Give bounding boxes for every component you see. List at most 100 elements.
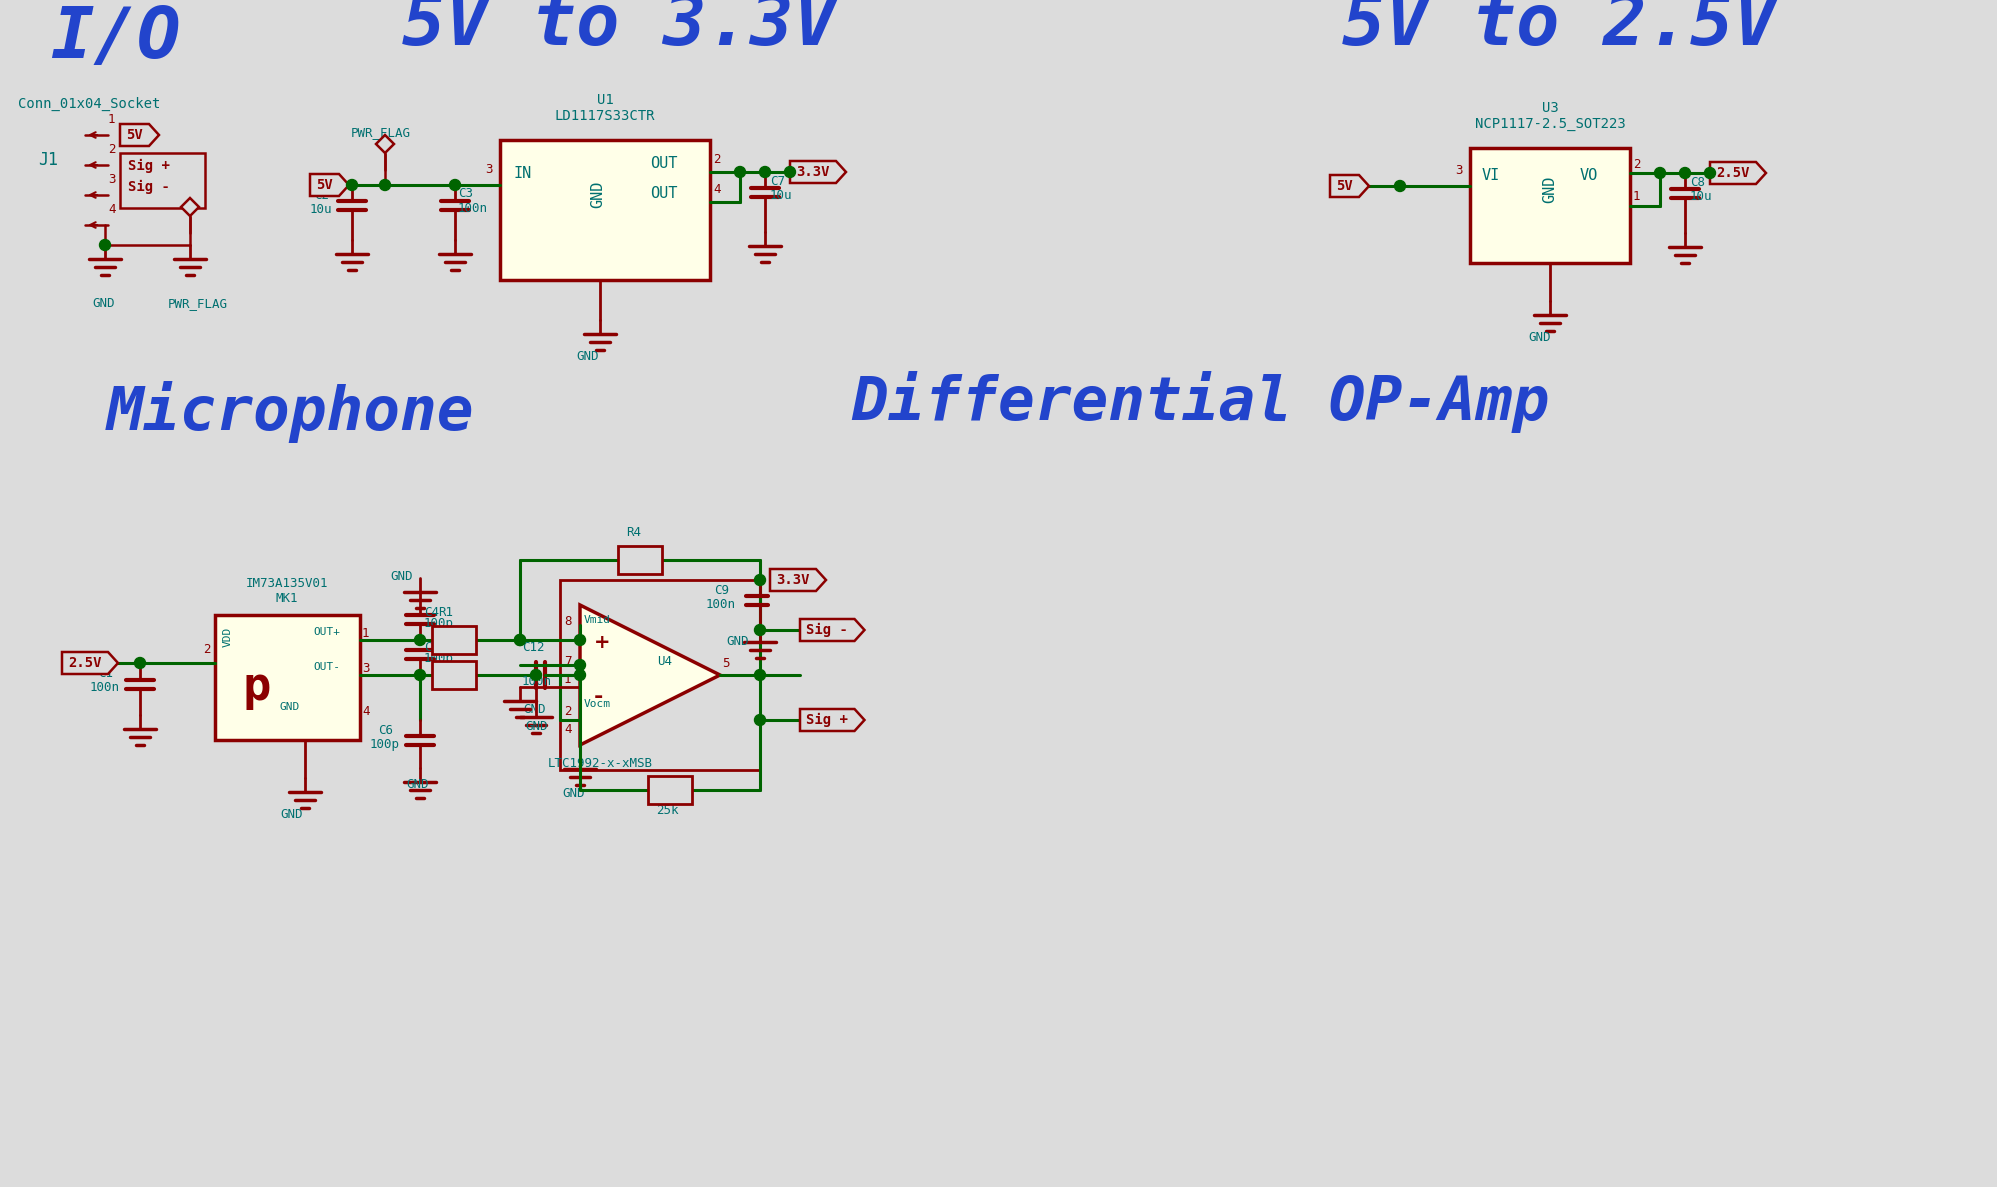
Text: 5V: 5V xyxy=(316,178,333,192)
Text: GND: GND xyxy=(389,570,413,583)
Text: 100p: 100p xyxy=(369,738,399,751)
Circle shape xyxy=(575,660,585,671)
Text: GND: GND xyxy=(525,721,547,734)
Text: 10u: 10u xyxy=(310,203,332,216)
Text: 1: 1 xyxy=(1634,190,1640,203)
Text: C6: C6 xyxy=(377,724,393,737)
Text: GND: GND xyxy=(561,787,585,800)
Text: VI: VI xyxy=(1482,169,1500,183)
Text: 1: 1 xyxy=(361,627,369,640)
Text: PWR_FLAG: PWR_FLAG xyxy=(351,126,411,139)
Text: 3: 3 xyxy=(108,173,116,186)
Bar xyxy=(216,615,359,740)
Polygon shape xyxy=(182,198,200,216)
Text: OUT: OUT xyxy=(649,155,677,171)
Polygon shape xyxy=(310,174,349,196)
Circle shape xyxy=(755,715,765,725)
Text: Sig +: Sig + xyxy=(128,159,170,173)
Polygon shape xyxy=(801,709,865,731)
Text: GND: GND xyxy=(1528,331,1550,344)
Text: PWR_FLAG: PWR_FLAG xyxy=(168,297,228,310)
Polygon shape xyxy=(801,618,865,641)
Circle shape xyxy=(515,635,525,646)
Text: 100p: 100p xyxy=(423,652,453,665)
Text: GND: GND xyxy=(92,297,114,310)
Text: GND: GND xyxy=(280,808,302,821)
Polygon shape xyxy=(771,569,827,591)
Circle shape xyxy=(515,635,525,646)
Text: C1: C1 xyxy=(98,667,114,680)
Text: I/O: I/O xyxy=(50,4,180,72)
Text: C7: C7 xyxy=(771,174,785,188)
Text: 100n: 100n xyxy=(707,598,737,611)
Text: Sig +: Sig + xyxy=(807,713,849,728)
Text: Sig -: Sig - xyxy=(128,180,170,193)
Text: R7: R7 xyxy=(655,791,671,802)
Text: 1: 1 xyxy=(563,673,571,686)
Text: 100n: 100n xyxy=(521,675,551,688)
Text: 5V: 5V xyxy=(1336,179,1352,193)
Polygon shape xyxy=(579,605,721,745)
Text: 4: 4 xyxy=(713,183,721,196)
Polygon shape xyxy=(1330,174,1370,197)
Text: 2: 2 xyxy=(108,142,116,155)
Circle shape xyxy=(575,635,585,646)
Text: 100p: 100p xyxy=(423,617,453,630)
Circle shape xyxy=(755,624,765,635)
Text: 10u: 10u xyxy=(1689,190,1713,203)
Polygon shape xyxy=(62,652,118,674)
Circle shape xyxy=(1654,167,1665,178)
Text: 3: 3 xyxy=(485,163,493,176)
Text: 1k: 1k xyxy=(437,675,453,688)
Text: J1: J1 xyxy=(38,151,58,169)
Text: 2.5V: 2.5V xyxy=(68,656,102,669)
Circle shape xyxy=(100,240,110,250)
Circle shape xyxy=(379,179,391,190)
Text: Vmid: Vmid xyxy=(583,615,611,626)
Text: Sig -: Sig - xyxy=(807,623,849,637)
Text: GND: GND xyxy=(523,703,545,716)
Text: 25k: 25k xyxy=(655,804,679,817)
Circle shape xyxy=(755,669,765,680)
Text: p: p xyxy=(244,665,272,710)
Circle shape xyxy=(415,669,425,680)
Text: 4: 4 xyxy=(108,203,116,216)
Text: OUT+: OUT+ xyxy=(314,627,339,637)
Text: -: - xyxy=(593,687,603,707)
Text: 100n: 100n xyxy=(90,681,120,694)
Text: NCP1117-2.5_SOT223: NCP1117-2.5_SOT223 xyxy=(1474,118,1626,131)
Circle shape xyxy=(575,669,585,680)
Bar xyxy=(647,776,693,804)
Text: U1: U1 xyxy=(597,93,613,107)
Text: GND: GND xyxy=(589,180,605,208)
Text: 25k: 25k xyxy=(625,560,649,573)
Polygon shape xyxy=(791,161,847,183)
Text: MK1: MK1 xyxy=(276,592,298,605)
Text: C8: C8 xyxy=(1689,176,1705,189)
Bar xyxy=(617,546,661,575)
Text: Differential OP-Amp: Differential OP-Amp xyxy=(851,372,1550,433)
Text: IN: IN xyxy=(513,166,533,180)
Text: 3: 3 xyxy=(361,662,369,675)
Text: VO: VO xyxy=(1580,169,1598,183)
Text: GND: GND xyxy=(1542,176,1558,203)
Text: 10u: 10u xyxy=(771,189,793,202)
Bar xyxy=(499,140,711,280)
Text: IM73A135V01: IM73A135V01 xyxy=(246,577,328,590)
Bar xyxy=(1470,148,1630,264)
Text: R1: R1 xyxy=(437,607,453,618)
Circle shape xyxy=(1394,180,1406,191)
Text: 4: 4 xyxy=(563,723,571,736)
Text: 2: 2 xyxy=(713,153,721,166)
Polygon shape xyxy=(1709,161,1765,184)
Text: VDD: VDD xyxy=(224,627,234,647)
Text: C9: C9 xyxy=(715,584,729,597)
Text: Conn_01x04_Socket: Conn_01x04_Socket xyxy=(18,97,160,112)
Circle shape xyxy=(1679,167,1691,178)
Text: 100n: 100n xyxy=(457,202,487,215)
Circle shape xyxy=(1705,167,1715,178)
Text: Microphone: Microphone xyxy=(106,381,473,443)
Text: 8: 8 xyxy=(563,615,571,628)
Text: C3: C3 xyxy=(457,188,473,199)
Bar xyxy=(120,153,206,208)
